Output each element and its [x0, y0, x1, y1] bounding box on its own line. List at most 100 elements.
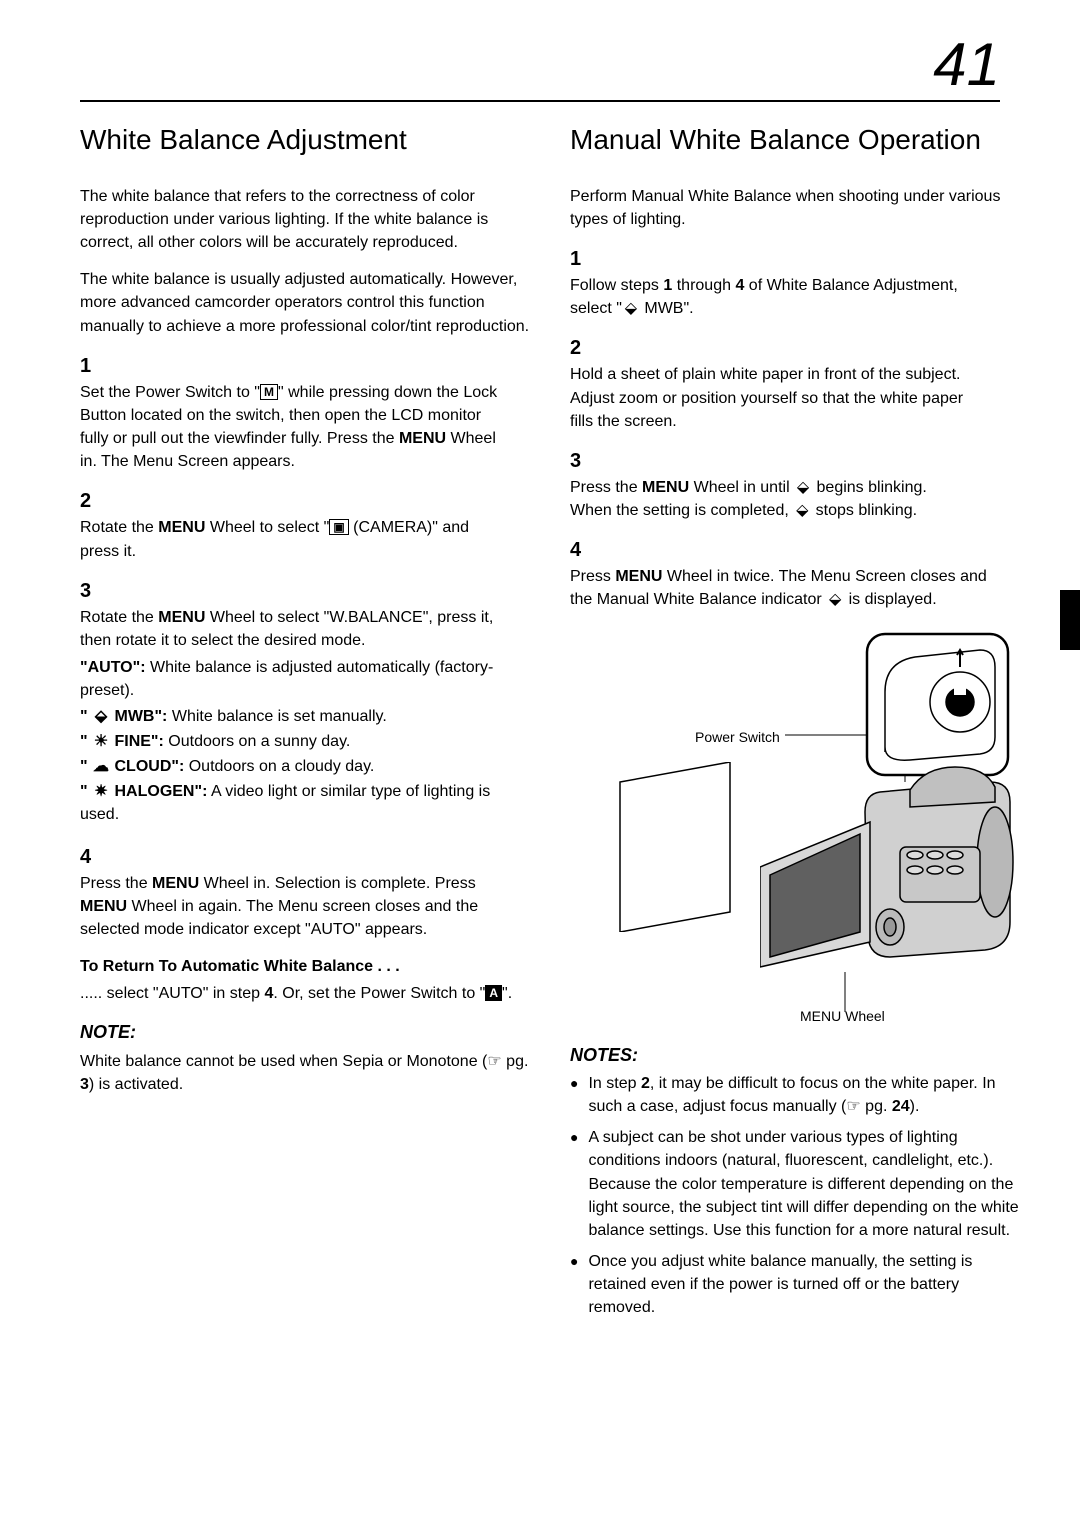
top-rule [80, 100, 1000, 102]
step-body: Rotate the MENU Wheel to select "▣ (CAME… [80, 516, 498, 562]
mode-fine: " ☀ FINE": Outdoors on a sunny day. [80, 730, 498, 753]
page-ref: 3 [80, 1076, 89, 1093]
step-body: Press MENU Wheel in twice. The Menu Scre… [570, 565, 988, 611]
mwb-icon: ⬙ [826, 588, 844, 611]
camcorder-diagram: Power Switch White paper MENU Wheel [600, 632, 1020, 1022]
right-step-2: 2 Hold a sheet of plain white paper in f… [570, 334, 1020, 433]
mwb-icon: ⬙ [92, 705, 110, 728]
mode-desc: Outdoors on a sunny day. [168, 733, 350, 750]
text: , it may be difficult to focus on the wh… [588, 1075, 995, 1115]
text: Follow steps [570, 277, 663, 294]
note-heading: NOTE: [80, 1019, 530, 1045]
step-body: Press the MENU Wheel in until ⬙ begins b… [570, 476, 988, 522]
text: ..... select "AUTO" in step [80, 985, 264, 1002]
text: ). [910, 1098, 920, 1115]
mode-mwb: " ⬙ MWB": White balance is set manually. [80, 705, 498, 728]
mode-label: " ⬙ MWB": [80, 708, 167, 725]
step-body: Hold a sheet of plain white paper in fro… [570, 363, 988, 433]
m-mode-icon: M [260, 384, 278, 400]
mwb-icon: ⬙ [793, 499, 811, 522]
return-auto-body: ..... select "AUTO" in step 4. Or, set t… [80, 982, 530, 1005]
manual-wb-intro: Perform Manual White Balance when shooti… [570, 185, 1020, 231]
menu-label: MENU [158, 519, 205, 536]
camcorder-graphic [760, 752, 1020, 972]
right-step-1: 1 Follow steps 1 through 4 of White Bala… [570, 245, 1020, 320]
menu-label: MENU [158, 609, 205, 626]
step-number: 4 [80, 843, 108, 872]
mode-desc: White balance is set manually. [172, 708, 387, 725]
wb-adjustment-title: White Balance Adjustment [80, 120, 530, 161]
mode-desc: Outdoors on a cloudy day. [189, 758, 375, 775]
mode-label: " ☀ FINE": [80, 733, 164, 750]
mode-label: " ✷ HALOGEN": [80, 783, 207, 800]
step-number: 1 [80, 352, 108, 381]
white-paper-graphic [610, 762, 740, 932]
cloud-icon: ☁ [92, 755, 110, 778]
text: Set the Power Switch to " [80, 384, 260, 401]
left-step-1: 1 Set the Power Switch to "M" while pres… [80, 352, 530, 474]
menu-label: MENU [642, 479, 689, 496]
step-number: 4 [570, 536, 598, 565]
mode-label: "AUTO": [80, 659, 146, 676]
note-bullet-3: ● Once you adjust white balance manually… [570, 1250, 1020, 1320]
manual-wb-title: Manual White Balance Operation [570, 120, 1020, 161]
menu-label: MENU [399, 430, 446, 447]
text: Press the [80, 875, 152, 892]
left-step-4: 4 Press the MENU Wheel in. Selection is … [80, 843, 530, 942]
right-column: Manual White Balance Operation Perform M… [570, 120, 1020, 1328]
step-number: 2 [570, 334, 598, 363]
text: ". [502, 985, 512, 1002]
mode-halogen: " ✷ HALOGEN": A video light or similar t… [80, 780, 498, 826]
bullet-icon: ● [570, 1072, 578, 1118]
mode-label: " ☁ CLOUD": [80, 758, 184, 775]
text: ) is activated. [89, 1076, 183, 1093]
camera-icon: ▣ [329, 519, 348, 535]
step-body: Rotate the MENU Wheel to select "W.BALAN… [80, 606, 498, 829]
text: is displayed. [844, 591, 937, 608]
text: Wheel to select " [205, 519, 329, 536]
note-bullet-2: ● A subject can be shot under various ty… [570, 1126, 1020, 1242]
step-body: Follow steps 1 through 4 of White Balanc… [570, 274, 988, 320]
mode-cloud: " ☁ CLOUD": Outdoors on a cloudy day. [80, 755, 498, 778]
mode-list: "AUTO": White balance is adjusted automa… [80, 656, 498, 826]
bullet-icon: ● [570, 1126, 578, 1242]
menu-label: MENU [152, 875, 199, 892]
text: Rotate the [80, 609, 158, 626]
menu-wheel-label: MENU Wheel [800, 1006, 885, 1026]
mode-auto: "AUTO": White balance is adjusted automa… [80, 656, 498, 702]
text: White balance cannot be used when Sepia … [80, 1053, 528, 1070]
step-body: Press the MENU Wheel in. Selection is co… [80, 872, 498, 942]
text: Press [570, 568, 615, 585]
two-column-layout: White Balance Adjustment The white balan… [80, 120, 1020, 1328]
text: begins blinking. [812, 479, 927, 496]
en-side-tab [1060, 590, 1080, 650]
text: Rotate the [80, 519, 158, 536]
text: . Or, set the Power Switch to " [273, 985, 485, 1002]
text: Wheel in again. The Menu screen closes a… [80, 898, 478, 938]
step-number: 3 [80, 577, 108, 606]
halogen-icon: ✷ [92, 780, 110, 803]
a-mode-icon: A [485, 985, 502, 1001]
left-step-2: 2 Rotate the MENU Wheel to select "▣ (CA… [80, 487, 530, 562]
text: In step [588, 1075, 640, 1092]
text: When the setting is completed, [570, 502, 793, 519]
step-number: 3 [570, 447, 598, 476]
step-number: 2 [80, 487, 108, 516]
text: stops blinking. [811, 502, 917, 519]
text: Press the [570, 479, 642, 496]
wb-intro-para-2: The white balance is usually adjusted au… [80, 268, 530, 338]
page-number: 41 [933, 30, 1000, 99]
left-column: White Balance Adjustment The white balan… [80, 120, 530, 1328]
bullet-icon: ● [570, 1250, 578, 1320]
menu-label: MENU [80, 898, 127, 915]
text: Wheel in until [689, 479, 794, 496]
step-body: Set the Power Switch to "M" while pressi… [80, 381, 498, 474]
return-auto-head: To Return To Automatic White Balance . .… [80, 955, 530, 978]
notes-heading: NOTES: [570, 1042, 1020, 1068]
mwb-icon: ⬙ [794, 476, 812, 499]
right-step-3: 3 Press the MENU Wheel in until ⬙ begins… [570, 447, 1020, 522]
right-step-4: 4 Press MENU Wheel in twice. The Menu Sc… [570, 536, 1020, 611]
page-ref: 24 [892, 1098, 910, 1115]
mwb-icon: ⬙ [622, 297, 640, 320]
bullet-body: A subject can be shot under various type… [588, 1126, 1020, 1242]
